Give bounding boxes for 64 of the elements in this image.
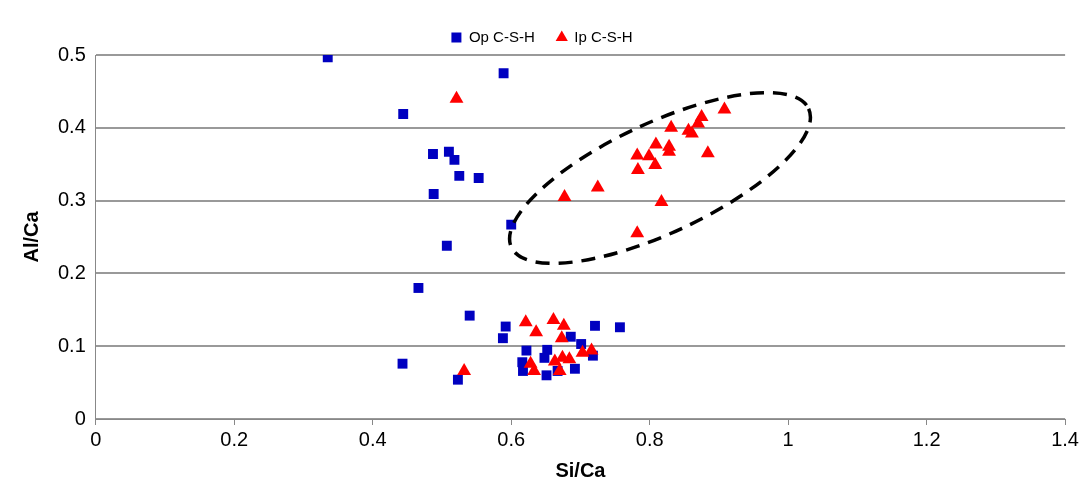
point: [454, 170, 465, 181]
y-tick-label: 0.4: [57, 115, 86, 138]
point: [648, 156, 663, 169]
point: [575, 344, 590, 357]
point: [517, 357, 528, 368]
point: [464, 310, 475, 321]
x-tick-label: 0.4: [358, 427, 387, 450]
y-axis-title: Al/Ca: [19, 210, 42, 263]
legend-label: Ip C-S-H: [574, 27, 633, 45]
point: [691, 115, 706, 128]
point: [556, 317, 571, 330]
point: [539, 352, 550, 363]
point: [521, 345, 532, 356]
x-tick-label: 0.2: [220, 427, 249, 450]
point: [664, 119, 679, 132]
point: [529, 324, 544, 337]
point: [630, 225, 645, 238]
point: [554, 330, 569, 343]
point: [506, 219, 517, 230]
point: [717, 101, 732, 114]
point: [473, 173, 484, 183]
y-tick-label: 0: [74, 406, 86, 429]
point: [642, 148, 656, 161]
y-tick-label: 0.1: [57, 333, 86, 356]
point: [565, 331, 576, 342]
point: [630, 147, 645, 160]
point: [518, 314, 533, 327]
legend-label: Op C-S-H: [468, 27, 535, 45]
x-tick-label: 0: [90, 427, 102, 450]
x-tick-label: 0.6: [497, 427, 526, 450]
x-axis-title: Si/Ca: [555, 458, 607, 481]
x-tick-label: 1.4: [1051, 427, 1079, 450]
point: [500, 321, 511, 332]
point: [654, 194, 669, 207]
point: [546, 311, 561, 324]
point: [541, 370, 552, 381]
point: [590, 320, 600, 331]
point: [590, 179, 605, 192]
point: [614, 322, 625, 333]
point: [648, 136, 663, 149]
point: [552, 362, 567, 375]
y-tick-label: 0.3: [57, 188, 86, 211]
point: [449, 90, 464, 103]
point: [452, 374, 463, 385]
y-tick-label: 0.5: [57, 42, 86, 65]
x-tick-label: 1: [782, 427, 794, 450]
point: [630, 162, 645, 175]
point: [449, 154, 460, 165]
x-tick-label: 0.8: [635, 427, 664, 450]
point: [441, 240, 452, 251]
point: [569, 363, 580, 374]
point: [457, 362, 472, 375]
point: [398, 109, 409, 119]
point: [428, 189, 439, 199]
y-tick-label: 0.2: [57, 260, 86, 283]
point: [497, 333, 508, 344]
point: [428, 149, 438, 159]
point: [700, 145, 715, 158]
point: [557, 188, 572, 201]
point: [584, 342, 599, 355]
point: [562, 351, 577, 364]
point: [397, 358, 408, 369]
x-tick-label: 1.2: [912, 427, 941, 450]
point: [413, 283, 424, 293]
